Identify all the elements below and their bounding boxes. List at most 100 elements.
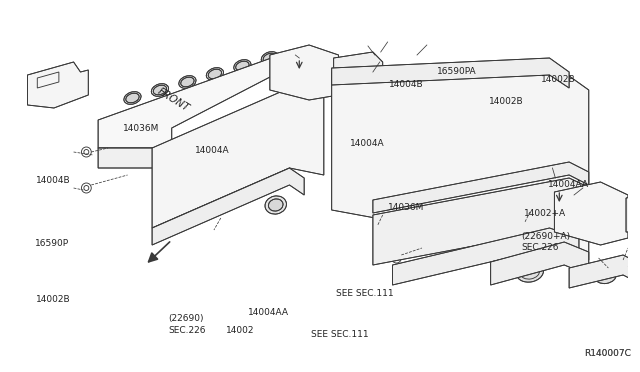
Text: 14036M: 14036M: [388, 203, 424, 212]
Ellipse shape: [517, 245, 543, 265]
Ellipse shape: [395, 223, 410, 233]
Polygon shape: [332, 58, 569, 88]
Text: (22690): (22690): [168, 314, 204, 323]
Polygon shape: [332, 62, 589, 260]
Ellipse shape: [206, 68, 223, 80]
Ellipse shape: [236, 61, 249, 71]
Text: 14002B: 14002B: [36, 295, 71, 304]
Ellipse shape: [153, 85, 166, 95]
Polygon shape: [491, 242, 589, 285]
Ellipse shape: [414, 179, 440, 199]
Text: 14004AA: 14004AA: [248, 308, 289, 317]
Ellipse shape: [208, 69, 221, 79]
Ellipse shape: [115, 146, 131, 158]
Ellipse shape: [359, 85, 377, 99]
Text: SEE SEC.111: SEE SEC.111: [311, 330, 369, 339]
Polygon shape: [98, 105, 280, 168]
Ellipse shape: [595, 269, 616, 283]
Ellipse shape: [533, 244, 554, 260]
Text: 16590P: 16590P: [35, 239, 68, 248]
Ellipse shape: [521, 248, 539, 262]
Ellipse shape: [493, 170, 518, 190]
Text: (22690+A): (22690+A): [521, 232, 570, 241]
Ellipse shape: [462, 232, 484, 248]
Ellipse shape: [349, 138, 367, 152]
Text: 14004A: 14004A: [351, 139, 385, 148]
Circle shape: [574, 195, 613, 235]
Text: 14036M: 14036M: [122, 124, 159, 133]
Ellipse shape: [516, 262, 543, 282]
Polygon shape: [569, 255, 640, 288]
Polygon shape: [392, 228, 579, 285]
Ellipse shape: [430, 229, 445, 239]
Polygon shape: [270, 45, 339, 100]
Text: 14002B: 14002B: [541, 76, 576, 84]
Text: SEC.226: SEC.226: [521, 243, 559, 252]
Polygon shape: [152, 88, 324, 228]
Ellipse shape: [170, 156, 186, 168]
Ellipse shape: [202, 166, 223, 184]
Ellipse shape: [174, 154, 189, 166]
Polygon shape: [28, 62, 88, 108]
Ellipse shape: [497, 238, 519, 254]
Text: 14002B: 14002B: [488, 97, 524, 106]
Ellipse shape: [263, 53, 276, 63]
Ellipse shape: [237, 184, 252, 196]
Text: R140007C: R140007C: [584, 349, 630, 358]
Ellipse shape: [449, 201, 474, 221]
Text: FRONT: FRONT: [156, 86, 191, 113]
Ellipse shape: [205, 169, 220, 181]
Ellipse shape: [261, 52, 278, 64]
Ellipse shape: [355, 82, 381, 102]
Text: SEC.226: SEC.226: [168, 326, 206, 335]
Ellipse shape: [424, 126, 449, 146]
Ellipse shape: [462, 151, 480, 165]
Polygon shape: [333, 52, 383, 78]
Ellipse shape: [497, 173, 514, 187]
Ellipse shape: [180, 77, 194, 87]
Ellipse shape: [394, 107, 411, 121]
Circle shape: [292, 60, 316, 84]
Ellipse shape: [418, 182, 436, 196]
Polygon shape: [373, 162, 589, 213]
Ellipse shape: [384, 160, 401, 174]
Ellipse shape: [234, 181, 255, 199]
Ellipse shape: [151, 84, 168, 96]
Ellipse shape: [427, 227, 449, 242]
Text: SEE SEC.111: SEE SEC.111: [336, 289, 394, 298]
Ellipse shape: [531, 195, 548, 209]
Ellipse shape: [234, 60, 251, 72]
Ellipse shape: [265, 196, 287, 214]
Ellipse shape: [124, 92, 141, 105]
Text: 14002: 14002: [226, 326, 255, 335]
Ellipse shape: [268, 199, 283, 211]
Ellipse shape: [452, 204, 470, 218]
Ellipse shape: [466, 235, 480, 245]
Ellipse shape: [501, 241, 516, 251]
Ellipse shape: [142, 151, 158, 163]
Text: 14004B: 14004B: [36, 176, 71, 185]
Ellipse shape: [380, 157, 405, 177]
Ellipse shape: [392, 220, 413, 235]
Text: 14004B: 14004B: [389, 80, 424, 89]
Ellipse shape: [527, 192, 552, 212]
Ellipse shape: [171, 151, 192, 169]
Text: R140007C: R140007C: [584, 349, 630, 358]
Ellipse shape: [179, 76, 196, 88]
Text: 14004A: 14004A: [195, 146, 229, 155]
Polygon shape: [626, 195, 640, 232]
Text: 14002+A: 14002+A: [524, 209, 566, 218]
Ellipse shape: [346, 135, 371, 155]
Ellipse shape: [458, 148, 484, 168]
Polygon shape: [152, 168, 304, 245]
Ellipse shape: [487, 226, 504, 240]
Ellipse shape: [483, 223, 508, 243]
Ellipse shape: [197, 161, 213, 173]
Ellipse shape: [126, 93, 139, 103]
Circle shape: [580, 201, 607, 229]
Circle shape: [287, 54, 322, 90]
Polygon shape: [98, 55, 314, 148]
Text: 14004AA: 14004AA: [548, 180, 589, 189]
Polygon shape: [554, 182, 628, 245]
Ellipse shape: [390, 104, 415, 124]
